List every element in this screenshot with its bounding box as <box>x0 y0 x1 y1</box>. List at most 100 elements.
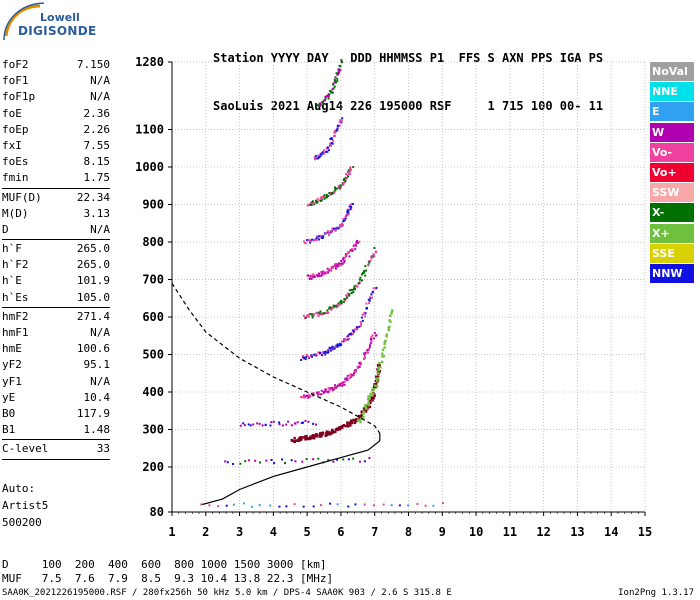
x-tick-label: 2 <box>202 525 209 539</box>
echo-point <box>340 59 343 62</box>
echo-point <box>317 235 320 238</box>
echo-point <box>310 203 313 206</box>
echo-point <box>343 261 346 264</box>
echo-point <box>362 407 366 410</box>
echo-point <box>346 173 349 176</box>
echo-point <box>376 371 380 375</box>
echo-point <box>354 369 357 372</box>
echo-point <box>339 382 342 385</box>
echo-point <box>337 227 340 230</box>
echo-point <box>306 204 309 207</box>
echo-point <box>339 299 342 302</box>
echo-point <box>369 344 372 347</box>
echo-point <box>338 64 341 67</box>
echo-point <box>334 76 337 79</box>
echo-point <box>317 351 320 354</box>
echo-point <box>217 505 220 508</box>
echo-point <box>322 273 325 276</box>
echo-point <box>313 202 316 205</box>
echo-point <box>370 257 373 260</box>
x-tick-label: 15 <box>638 525 652 539</box>
echo-point <box>258 461 261 464</box>
echo-point <box>371 392 375 395</box>
echo-point <box>327 234 330 237</box>
echo-point <box>334 189 337 192</box>
echo-point <box>342 182 345 185</box>
echo-point <box>318 238 321 241</box>
echo-point <box>321 195 324 198</box>
echo-point <box>359 420 362 424</box>
param-name: foF1 <box>2 74 29 88</box>
echo-point <box>330 144 333 147</box>
echo-point <box>390 504 393 507</box>
echo-point <box>375 250 378 253</box>
echo-point <box>367 351 370 354</box>
station-header: Station YYYY DAY DDD HHMMSS P1 FFS S AXN… <box>213 18 603 130</box>
echo-point <box>368 395 372 398</box>
echo-point <box>305 314 308 317</box>
echo-point <box>328 307 331 310</box>
echo-point <box>333 131 336 134</box>
echo-point <box>330 90 333 93</box>
echo-point <box>324 232 327 235</box>
echo-point <box>356 285 359 288</box>
param-value: 33 <box>96 442 110 456</box>
y-tick-label: 400 <box>142 385 164 399</box>
echo-point <box>328 93 331 96</box>
echo-point <box>300 422 303 425</box>
echo-point <box>296 421 299 424</box>
echo-point <box>377 368 381 372</box>
echo-point <box>368 302 371 305</box>
y-tick-label: 200 <box>142 460 164 474</box>
echo-point <box>331 91 334 94</box>
legend-item: Vo+ <box>650 162 694 182</box>
param-row: foEs 8.15 <box>2 154 110 170</box>
echo-point <box>308 203 311 206</box>
echo-point <box>326 351 329 354</box>
echo-point <box>324 432 328 435</box>
echo-point <box>301 436 304 439</box>
echo-point <box>371 290 374 293</box>
y-tick-label: 80 <box>150 505 164 519</box>
echo-point <box>372 253 375 256</box>
echo-point <box>351 332 354 335</box>
echo-point <box>341 117 344 120</box>
echo-point <box>261 424 264 427</box>
echo-point <box>294 460 297 463</box>
echo-point <box>332 304 335 307</box>
echo-point <box>329 502 332 505</box>
echo-point <box>307 313 310 316</box>
echo-point <box>305 353 308 356</box>
param-value: 117.9 <box>76 406 110 420</box>
echo-point <box>364 351 367 354</box>
echo-point <box>369 342 372 345</box>
echo-point <box>346 211 349 214</box>
echo-point <box>324 434 327 438</box>
echo-point <box>315 354 318 357</box>
echo-point <box>307 393 310 396</box>
echo-point <box>349 169 352 172</box>
echo-point <box>370 291 373 294</box>
echo-point <box>343 380 346 383</box>
legend-item: X+ <box>650 223 694 243</box>
echo-point <box>357 414 361 418</box>
echo-point <box>347 175 350 178</box>
echo-point <box>315 353 318 356</box>
echo-point <box>340 302 343 305</box>
x-tick-label: 7 <box>371 525 378 539</box>
echo-point <box>208 504 211 507</box>
legend-item: NNW <box>650 263 694 283</box>
echo-point <box>311 201 314 204</box>
echo-point <box>348 289 351 292</box>
echo-point <box>372 397 375 400</box>
param-row: fmin 1.75 <box>2 170 110 186</box>
auto-code: 500200 <box>2 516 42 529</box>
echo-point <box>316 393 319 396</box>
echo-point <box>348 293 351 296</box>
echo-point <box>332 82 335 85</box>
echo-point <box>338 68 341 71</box>
echo-point <box>387 328 391 332</box>
echo-point <box>281 424 284 427</box>
echo-point <box>320 271 323 274</box>
echo-point <box>378 361 381 365</box>
